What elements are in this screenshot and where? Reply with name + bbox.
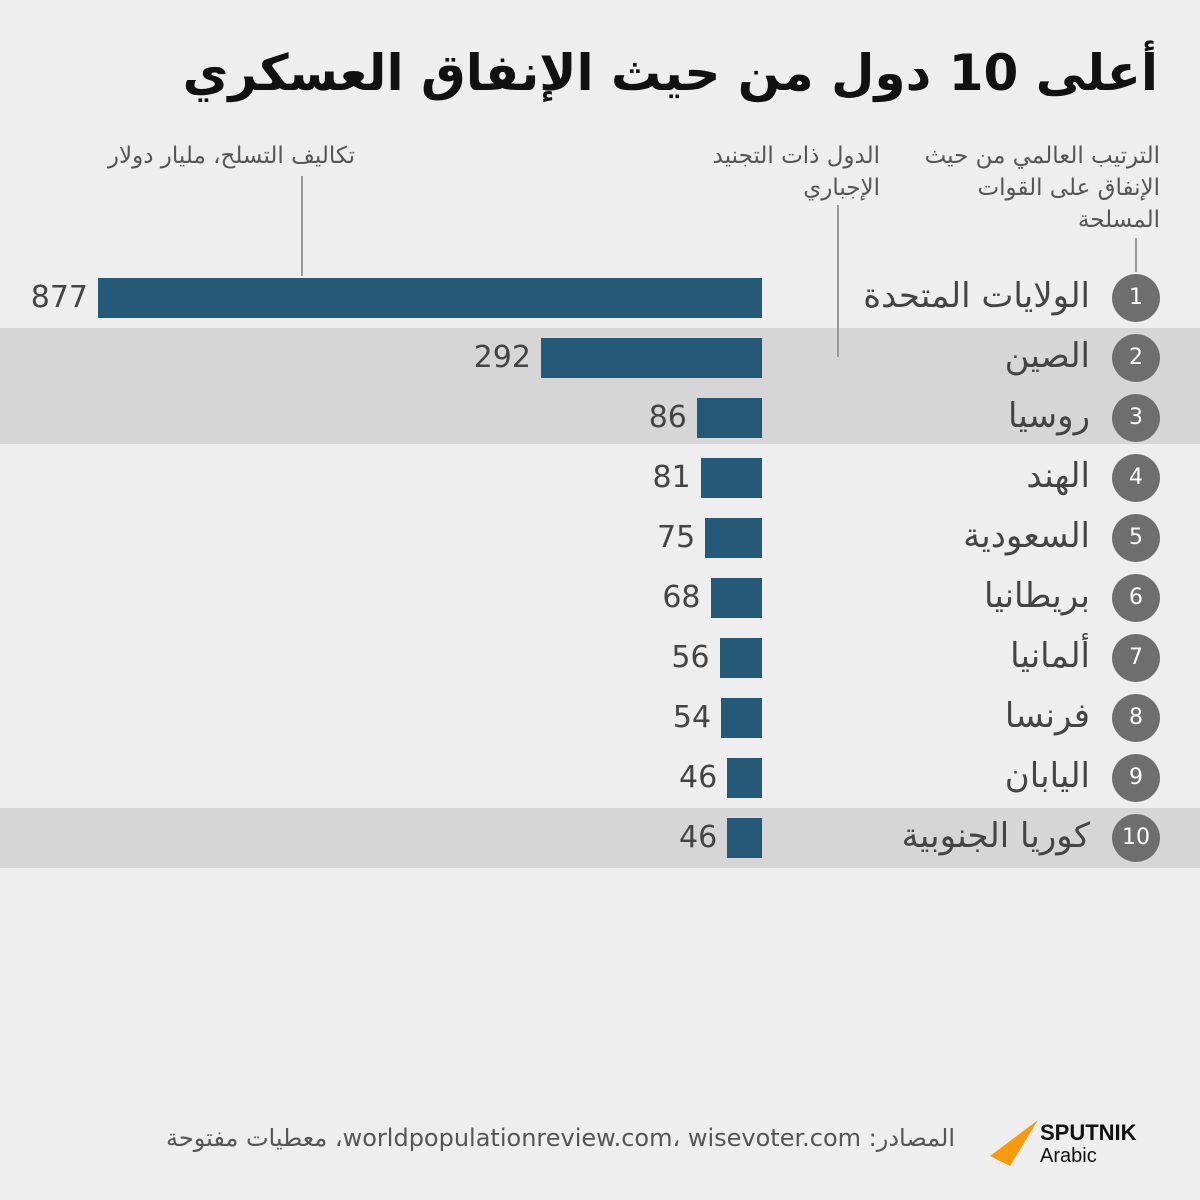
bar-value-label: 68 [662,580,701,615]
bar-value-label: 877 [30,280,88,315]
sputnik-logo-icon [990,1120,1038,1166]
bar [98,278,762,318]
logo-sub: Arabic [1040,1145,1097,1167]
rank-leader-line [1135,238,1137,272]
conscription-leader-line [837,205,839,357]
country-label: بريطانيا [983,576,1090,616]
bar-value-label: 56 [671,640,710,675]
rank-badge: 6 [1112,574,1160,622]
rank-badge: 2 [1112,334,1160,382]
highlight-band [0,388,1200,444]
page-title: أعلى 10 دول من حيث الإنفاق العسكري [182,44,1158,102]
bar [705,518,762,558]
rank-badge: 8 [1112,694,1160,742]
country-label: الولايات المتحدة [863,276,1090,316]
country-label: روسيا [1008,396,1090,436]
rank-badge: 3 [1112,394,1160,442]
country-label: الهند [1026,456,1090,496]
bar-value-label: 86 [648,400,687,435]
rank-badge: 4 [1112,454,1160,502]
country-label: ألمانيا [1010,636,1090,676]
rank-badge: 7 [1112,634,1160,682]
bar [727,818,762,858]
cost-leader-line [301,176,303,276]
header-rank: الترتيب العالمي من حيث الإنفاق على القوا… [924,143,1160,233]
bar-value-label: 81 [652,460,691,495]
bar-value-label: 46 [678,820,718,855]
rank-badge: 1 [1112,274,1160,322]
bar-value-label: 46 [678,760,718,795]
bar [700,458,762,498]
logo-main: SPUTNIK [1040,1120,1137,1145]
source-text: المصادر: worldpopulationreview.com، wise… [165,1124,955,1152]
country-label: اليابان [1004,756,1090,796]
country-label: السعودية [963,516,1090,556]
bar [696,398,762,438]
country-label: كوريا الجنوبية [901,816,1090,856]
bar [721,698,762,738]
bar [727,758,762,798]
bar-value-label: 292 [473,340,531,375]
country-label: فرنسا [1004,696,1090,736]
bar [540,338,762,378]
bar-value-label: 54 [672,700,712,735]
bar [719,638,762,678]
header-cost: تكاليف التسلح، مليار دولار [107,143,355,169]
header-conscription: الدول ذات التجنيد الإجباري [712,143,880,201]
bar-value-label: 75 [657,520,696,555]
rank-badge: 10 [1112,814,1160,862]
rank-badge: 9 [1112,754,1160,802]
highlight-band [0,808,1200,868]
bar [710,578,762,618]
country-label: الصين [1004,336,1090,376]
rank-badge: 5 [1112,514,1160,562]
